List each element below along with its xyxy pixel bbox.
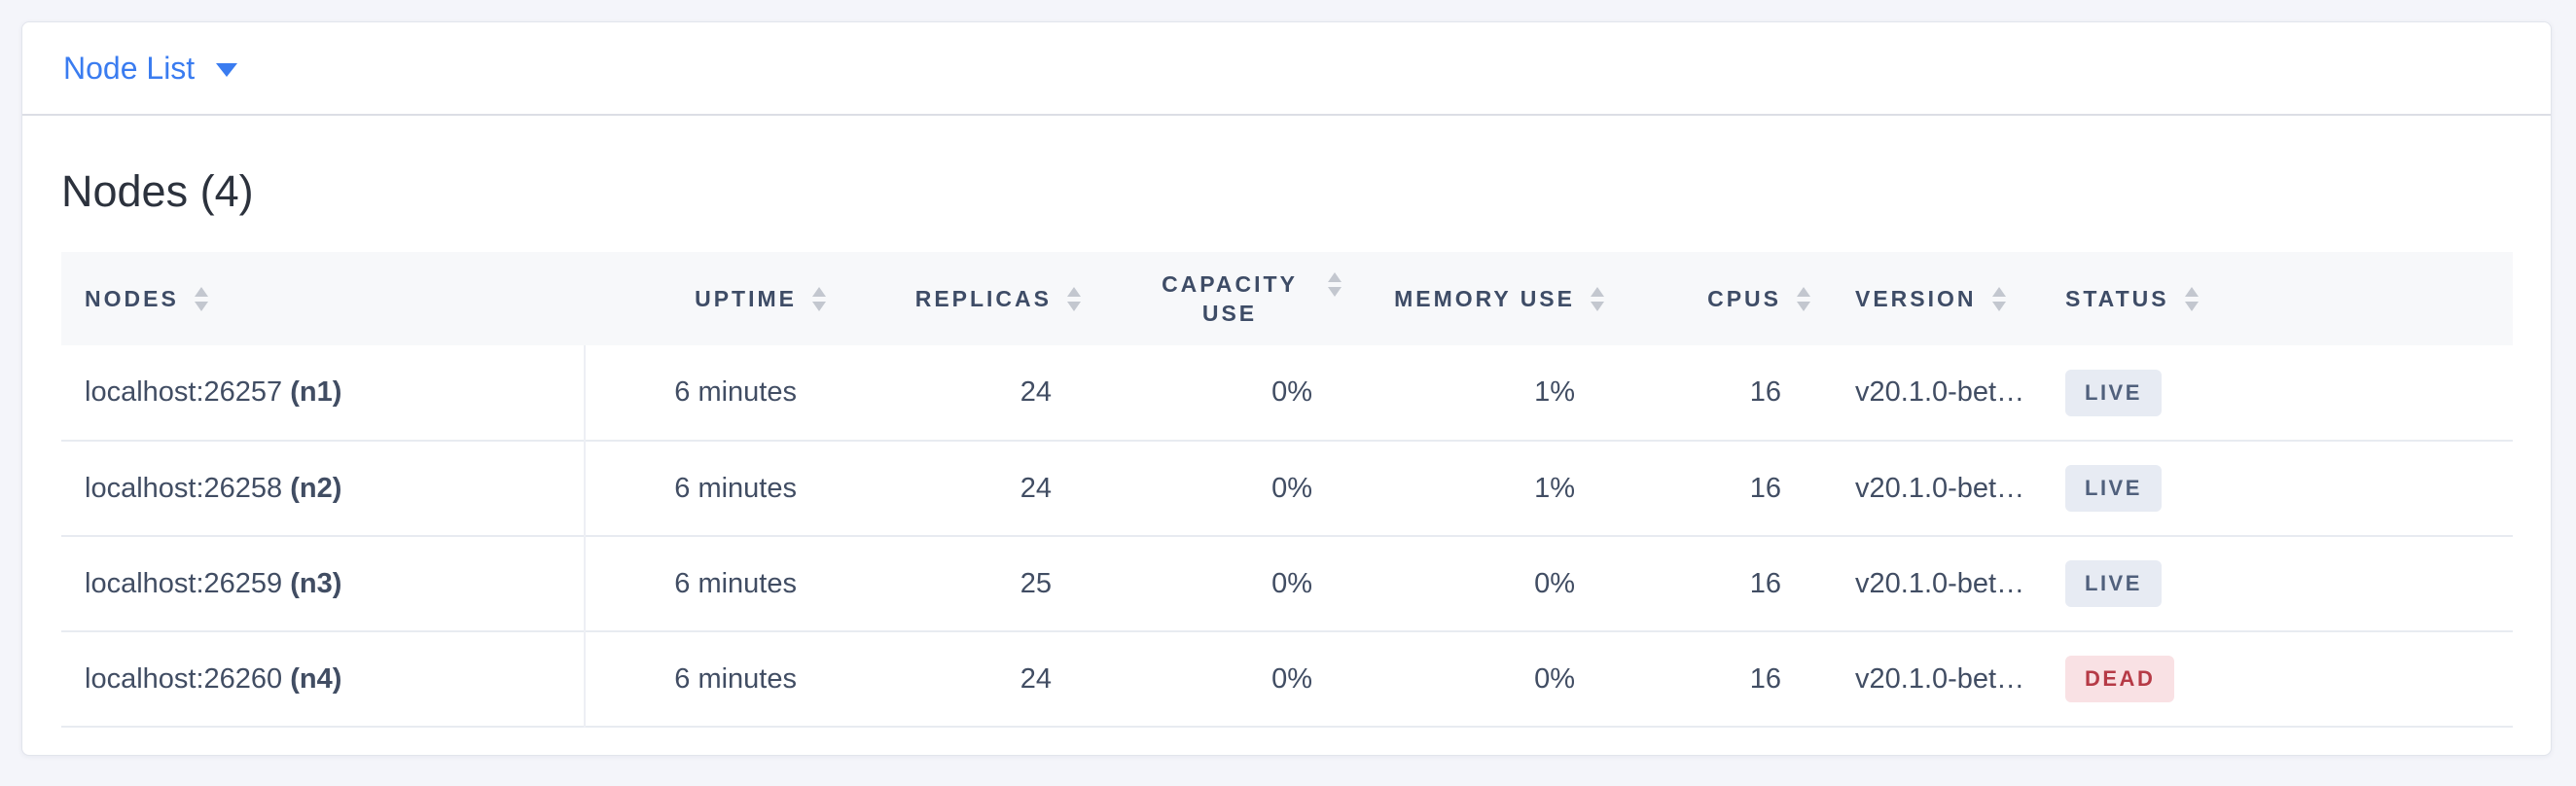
cpus-cell: 16	[1749, 472, 1781, 504]
nodes-section: Nodes (4) NODES UPTIME	[22, 166, 2551, 728]
replicas-cell: 25	[1020, 567, 1052, 599]
table-row: localhost:26258 (n2) 6 minutes 24 0% 1% …	[61, 441, 2513, 536]
status-cell: LIVE	[2034, 345, 2513, 441]
version-cell: v20.1.0-bet…	[1855, 662, 2025, 695]
nodes-table: NODES UPTIME REPLICAS	[61, 252, 2513, 728]
capacity-use-cell: 0%	[1271, 662, 1312, 695]
sort-arrows-icon	[2184, 286, 2199, 311]
node-address: localhost:26259	[85, 567, 283, 599]
node-id: (n1)	[290, 376, 342, 408]
replicas-cell: 24	[1020, 376, 1052, 408]
memory-use-cell: 0%	[1534, 567, 1575, 599]
node-address-cell: localhost:26259 (n3)	[61, 536, 586, 631]
column-header-version-label: VERSION	[1855, 285, 1977, 311]
column-header-memory-use[interactable]: MEMORY USE	[1342, 252, 1604, 345]
memory-use-cell: 1%	[1534, 472, 1575, 504]
sort-arrows-icon	[1328, 272, 1342, 297]
table-row: localhost:26260 (n4) 6 minutes 24 0% 0% …	[61, 631, 2513, 727]
column-header-uptime-label: UPTIME	[695, 285, 797, 311]
node-id: (n4)	[290, 662, 342, 695]
column-header-status-label: STATUS	[2065, 285, 2169, 311]
column-header-version[interactable]: VERSION	[1810, 252, 2034, 345]
node-list-dropdown[interactable]: Node List	[63, 50, 238, 87]
column-header-uptime[interactable]: UPTIME	[585, 252, 826, 345]
column-header-cpus[interactable]: CPUS	[1604, 252, 1810, 345]
node-address-cell: localhost:26260 (n4)	[61, 631, 586, 727]
node-id: (n3)	[290, 567, 342, 599]
memory-use-cell: 0%	[1534, 662, 1575, 695]
node-list-dropdown-label: Node List	[63, 50, 196, 86]
version-cell: v20.1.0-bet…	[1855, 472, 2025, 504]
uptime-cell: 6 minutes	[674, 376, 797, 408]
column-header-replicas[interactable]: REPLICAS	[826, 252, 1081, 345]
node-id: (n2)	[290, 472, 342, 504]
version-cell: v20.1.0-bet…	[1855, 567, 2025, 599]
table-row: localhost:26259 (n3) 6 minutes 25 0% 0% …	[61, 536, 2513, 631]
memory-use-cell: 1%	[1534, 376, 1575, 408]
column-header-nodes[interactable]: NODES	[61, 252, 585, 345]
node-address: localhost:26258	[85, 472, 283, 504]
caret-down-icon	[216, 62, 238, 77]
column-header-capacity-use-label: CAPACITY USE	[1162, 271, 1298, 326]
view-selector-bar: Node List	[22, 22, 2551, 116]
column-header-cpus-label: CPUS	[1707, 285, 1781, 311]
status-badge: DEAD	[2065, 656, 2175, 702]
capacity-use-cell: 0%	[1271, 472, 1312, 504]
status-badge: LIVE	[2065, 369, 2162, 416]
nodes-count-heading: Nodes (4)	[61, 166, 254, 216]
replicas-cell: 24	[1020, 662, 1052, 695]
cpus-cell: 16	[1749, 567, 1781, 599]
sort-arrows-icon	[1991, 286, 2006, 311]
sort-arrows-icon	[194, 286, 208, 311]
status-cell: DEAD	[2034, 631, 2513, 727]
status-badge: LIVE	[2065, 465, 2162, 512]
sort-arrows-icon	[812, 286, 826, 311]
replicas-cell: 24	[1020, 472, 1052, 504]
column-header-replicas-label: REPLICAS	[914, 285, 1052, 311]
table-header-row: NODES UPTIME REPLICAS	[61, 252, 2513, 345]
sort-arrows-icon	[1591, 286, 1604, 311]
sort-arrows-icon	[1067, 286, 1081, 311]
node-address: localhost:26260	[85, 662, 283, 695]
uptime-cell: 6 minutes	[674, 472, 797, 504]
status-cell: LIVE	[2034, 441, 2513, 536]
node-list-card: Node List Nodes (4) NODES	[21, 21, 2552, 756]
node-address-cell: localhost:26258 (n2)	[61, 441, 586, 536]
capacity-use-cell: 0%	[1271, 567, 1312, 599]
cpus-cell: 16	[1749, 376, 1781, 408]
node-address: localhost:26257	[85, 376, 283, 408]
status-cell: LIVE	[2034, 536, 2513, 631]
node-address-cell: localhost:26257 (n1)	[61, 345, 586, 441]
column-header-status[interactable]: STATUS	[2034, 252, 2513, 345]
cpus-cell: 16	[1749, 662, 1781, 695]
uptime-cell: 6 minutes	[674, 567, 797, 599]
uptime-cell: 6 minutes	[674, 662, 797, 695]
version-cell: v20.1.0-bet…	[1855, 376, 2025, 408]
sort-arrows-icon	[1797, 286, 1810, 311]
table-row: localhost:26257 (n1) 6 minutes 24 0% 1% …	[61, 345, 2513, 441]
capacity-use-cell: 0%	[1271, 376, 1312, 408]
column-header-capacity-use[interactable]: CAPACITY USE	[1081, 252, 1342, 345]
status-badge: LIVE	[2065, 560, 2162, 607]
column-header-nodes-label: NODES	[85, 285, 179, 311]
column-header-memory-use-label: MEMORY USE	[1394, 285, 1575, 311]
